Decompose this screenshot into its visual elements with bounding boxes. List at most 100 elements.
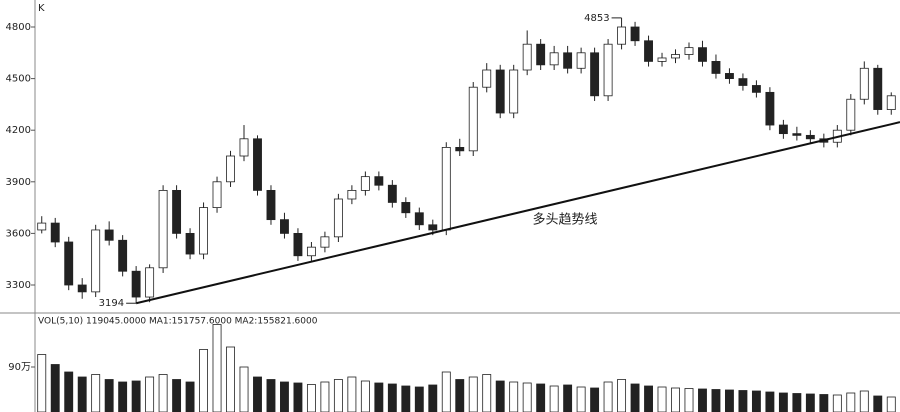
candle-body — [778, 124, 788, 135]
y-tick-label: 4200 — [6, 125, 31, 136]
volume-tick-label: 90万 — [8, 362, 31, 373]
volume-bar — [886, 396, 896, 412]
candle-body — [37, 222, 47, 231]
volume-bar — [778, 392, 788, 412]
trendline — [135, 121, 900, 305]
volume-bar — [711, 389, 721, 412]
volume-bar — [50, 364, 60, 412]
candle-body — [455, 147, 465, 152]
volume-bar — [630, 383, 640, 412]
volume-bar — [414, 386, 424, 412]
volume-bar — [145, 376, 155, 412]
volume-bar — [738, 390, 748, 412]
candle-body — [212, 181, 222, 208]
volume-bar — [37, 354, 47, 412]
volume-bar — [293, 382, 303, 412]
volume-bar — [118, 381, 128, 412]
volume-bar — [333, 379, 343, 412]
volume-bar — [792, 393, 802, 412]
volume-bar — [725, 389, 734, 412]
candle-body — [185, 232, 195, 255]
candle-body — [671, 54, 680, 59]
candle-body — [630, 26, 640, 42]
volume-bar — [522, 382, 532, 412]
volume-bar — [603, 381, 613, 412]
volume-bar — [657, 386, 667, 412]
volume-bar — [644, 385, 653, 412]
candle-body — [347, 189, 357, 200]
candle-body — [657, 57, 667, 62]
volume-bar — [158, 374, 168, 412]
candle-body — [158, 189, 168, 269]
volume-bar — [172, 379, 182, 412]
volume-bar — [320, 381, 330, 412]
volume-bar — [873, 395, 883, 412]
volume-bar — [832, 394, 842, 412]
volume-bar — [280, 381, 289, 412]
volume-bar — [401, 385, 411, 412]
candle-body — [104, 229, 114, 241]
volume-bar — [617, 379, 627, 412]
candle-body — [226, 155, 235, 183]
candle-body — [199, 207, 208, 255]
volume-bar — [199, 349, 208, 412]
candle-body — [401, 202, 411, 214]
volume-bar — [360, 380, 370, 412]
volume-bar — [482, 374, 492, 412]
volume-bar — [266, 379, 276, 412]
candle-body — [320, 236, 330, 248]
candle-body — [873, 67, 883, 110]
volume-bar — [536, 383, 546, 412]
volume-bar — [441, 371, 451, 412]
candle-body — [522, 43, 532, 71]
candle-body — [859, 67, 869, 100]
volume-bar — [698, 388, 707, 412]
volume-bar — [819, 394, 829, 412]
candle-body — [509, 69, 519, 114]
candle-body — [333, 198, 343, 238]
trendline-label: 多头趋势线 — [532, 212, 597, 228]
volume-bar — [104, 379, 114, 412]
candle-body — [293, 232, 303, 257]
candle-body — [50, 222, 60, 243]
candle-body — [118, 239, 128, 272]
candle-body — [172, 189, 182, 234]
candle-body — [468, 86, 478, 152]
candle-body — [441, 147, 451, 231]
candle-body — [360, 176, 370, 191]
candle-body — [576, 52, 586, 69]
volume-bar — [64, 371, 74, 412]
candle-body — [77, 284, 87, 293]
y-tick-label: 3600 — [6, 228, 31, 239]
candle-body — [239, 138, 249, 157]
candle-body — [306, 246, 316, 257]
volume-bar — [671, 387, 680, 412]
volume-bar — [77, 376, 87, 412]
candle-body — [266, 189, 276, 221]
volume-bar — [185, 381, 195, 412]
candle-body — [684, 47, 694, 55]
volume-bar — [253, 376, 262, 412]
volume-bar — [765, 391, 775, 412]
candle-body — [563, 52, 573, 69]
candle-body — [738, 78, 748, 86]
volume-bar — [495, 380, 505, 412]
volume-bar — [226, 346, 235, 412]
candle-body — [280, 219, 289, 234]
volume-bar — [347, 376, 357, 412]
candle-body — [725, 73, 734, 80]
volume-bar — [549, 385, 559, 412]
volume-bar — [212, 324, 222, 412]
high-annotation: 4853 — [584, 13, 609, 24]
volume-bar — [859, 390, 869, 412]
candle-body — [751, 85, 761, 93]
candle-body — [711, 61, 721, 74]
candle-body — [698, 47, 707, 62]
volume-bar — [684, 388, 694, 412]
y-tick-label: 4500 — [6, 74, 31, 85]
candle-body — [792, 133, 802, 136]
candle-body — [549, 52, 559, 66]
candle-body — [536, 43, 546, 66]
candle-body — [91, 229, 101, 293]
volume-bar — [374, 382, 384, 412]
